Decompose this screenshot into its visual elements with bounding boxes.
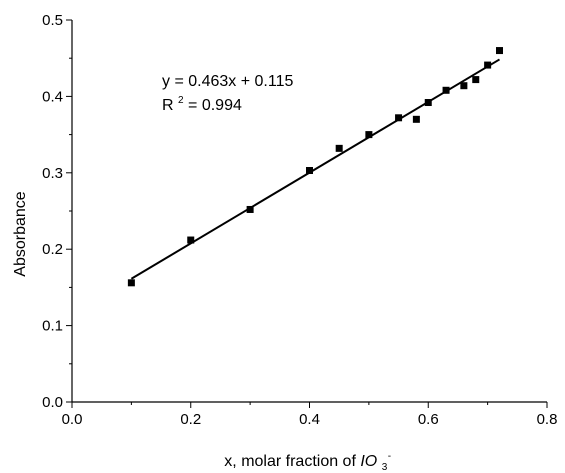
data-point: [335, 144, 343, 152]
data-point: [442, 86, 450, 94]
tick-labels: 0.0 0.1 0.2 0.3 0.4 0.5 0.0 0.2 0.4 0.6 0.8: [42, 12, 557, 428]
data-point: [187, 236, 195, 244]
data-point: [306, 167, 313, 175]
data-point: [127, 279, 135, 287]
y-tick-label: 0.0: [42, 394, 63, 411]
y-tick-label: 0.1: [42, 318, 63, 335]
data-point: [412, 115, 420, 123]
ticks: [66, 19, 548, 408]
x-tick-label: 0.6: [418, 411, 439, 428]
y-tick-label: 0.3: [42, 165, 63, 182]
r-squared-suffix: = 0.994: [188, 97, 242, 114]
data-point: [246, 205, 254, 213]
y-axis-title: Absorbance: [12, 191, 29, 276]
x-tick-label: 0.0: [62, 411, 83, 428]
data-point: [472, 76, 480, 84]
r-squared-sup: 2: [178, 95, 184, 106]
x-axis-title-text: x, molar fraction of: [224, 453, 360, 470]
y-tick-label: 0.5: [42, 12, 63, 29]
x-axis-title-sup: -: [388, 451, 391, 462]
fit-equation: y = 0.463x + 0.115: [162, 73, 293, 90]
y-tick-label: 0.4: [42, 88, 63, 105]
data-point: [365, 131, 373, 139]
x-axis-title-ion: IO: [360, 453, 377, 470]
x-axis-title-sub: 3: [382, 462, 388, 473]
data-point: [496, 47, 503, 55]
x-tick-label: 0.2: [180, 411, 201, 428]
y-tick-label: 0.2: [42, 241, 63, 258]
x-tick-label: 0.8: [537, 411, 558, 428]
r-squared-prefix: R: [162, 97, 174, 114]
data-point: [424, 99, 432, 107]
r-squared: R 2 = 0.994: [162, 90, 242, 114]
data-point: [484, 61, 492, 69]
data-point: [460, 82, 468, 90]
x-axis-title: x, molar fraction of IO 3 -: [224, 451, 391, 473]
data-points: [127, 47, 503, 287]
data-point: [395, 114, 403, 122]
x-tick-label: 0.4: [299, 411, 320, 428]
